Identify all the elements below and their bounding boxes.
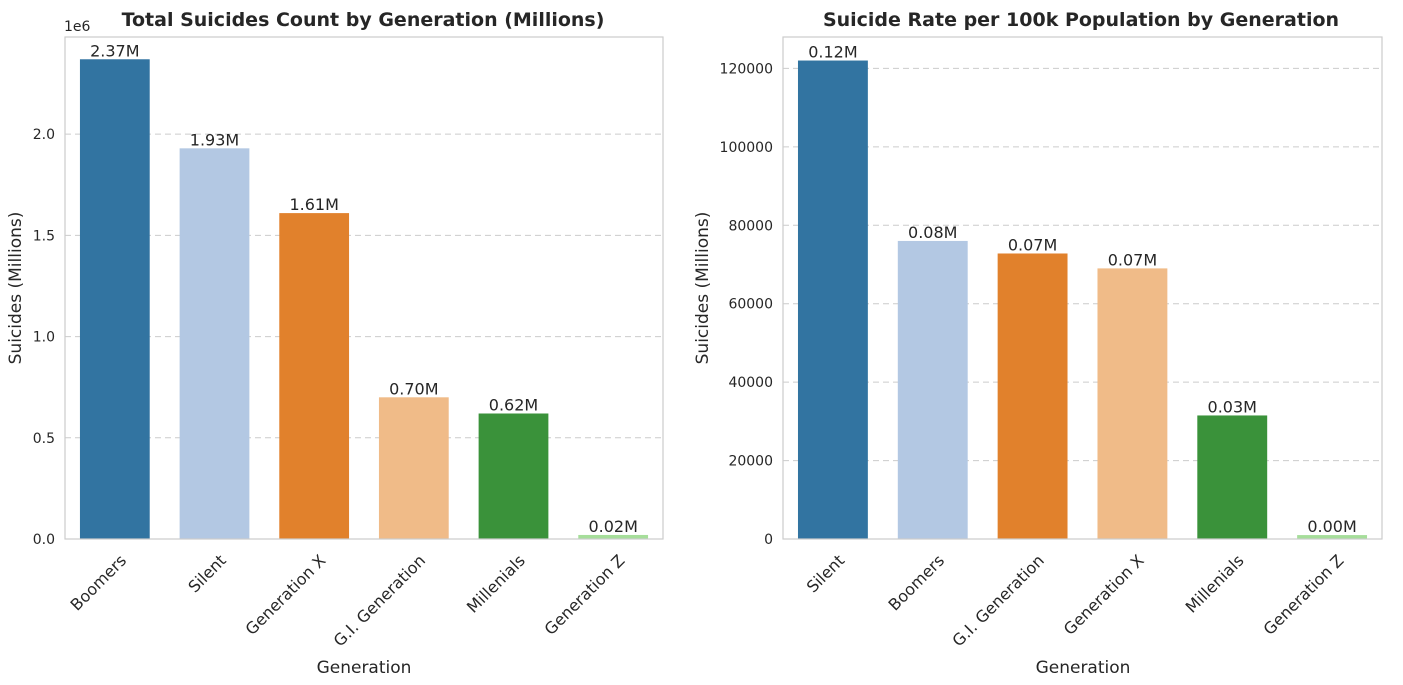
y-tick-label: 2.0	[33, 127, 55, 143]
x-tick-label: G.I. Generation	[948, 551, 1047, 650]
chart-suicide-rate: Suicide Rate per 100k Population by Gene…	[693, 9, 1383, 678]
bar-silent	[797, 60, 868, 539]
bar-boomers	[79, 59, 150, 540]
bar-generation-z	[1297, 535, 1368, 539]
data-label: 0.07M	[1008, 235, 1057, 254]
y-tick-label: 60000	[728, 297, 773, 313]
y-tick-label: 100000	[720, 140, 773, 156]
bar-generation-z	[578, 534, 649, 539]
grid-lines	[65, 133, 663, 439]
y-tick-label: 40000	[728, 375, 773, 391]
data-label: 0.70M	[389, 379, 438, 398]
y-axis-label: Suicides (Millions)	[6, 212, 26, 365]
plot-frame	[782, 36, 1383, 540]
bar-millenials	[1197, 415, 1268, 539]
y-tick-label: 1.0	[33, 330, 55, 346]
grid-lines	[783, 67, 1382, 462]
bar-silent	[179, 148, 250, 540]
data-label: 0.00M	[1307, 517, 1356, 536]
y-tick-label: 1.5	[33, 228, 55, 244]
data-label: 1.93M	[190, 130, 239, 149]
x-ticks: Silent Boomers G.I. Generation Generation X…	[803, 551, 1348, 650]
plot-frame	[64, 36, 664, 540]
data-label: 0.02M	[588, 517, 637, 536]
bar-generation-x	[279, 213, 350, 539]
x-tick-label: Generation X	[242, 551, 330, 639]
bar-boomers	[897, 240, 968, 539]
chart-title: Total Suicides Count by Generation (Mill…	[122, 9, 605, 31]
x-tick-label: Generation X	[1060, 551, 1148, 639]
bars	[79, 59, 649, 540]
y-ticks: 0.0 0.5 1.0 1.5 2.0	[33, 127, 55, 548]
x-tick-label: Millenials	[463, 551, 529, 617]
data-label: 0.62M	[489, 396, 538, 415]
bars	[797, 60, 1368, 540]
x-axis-label: Generation	[317, 658, 412, 678]
x-tick-label: Boomers	[884, 551, 948, 615]
y-tick-label: 120000	[720, 61, 773, 77]
bar-millenials	[478, 413, 549, 539]
y-tick-label: 0	[764, 532, 773, 548]
y-tick-label: 20000	[728, 454, 773, 470]
chart-title: Suicide Rate per 100k Population by Gene…	[823, 9, 1339, 31]
x-tick-label: Millenials	[1182, 551, 1248, 617]
x-axis-label: Generation	[1036, 658, 1131, 678]
data-label: 0.08M	[908, 223, 957, 242]
y-ticks: 0 20000 40000 60000 80000 100000 120000	[720, 61, 773, 548]
x-tick-label: Boomers	[67, 551, 131, 615]
y-tick-label: 0.0	[33, 532, 55, 548]
y-axis-label: Suicides (Millions)	[693, 212, 713, 365]
chart-total-suicides: Total Suicides Count by Generation (Mill…	[6, 9, 664, 678]
data-label: 0.03M	[1208, 397, 1257, 416]
x-tick-label: Generation Z	[1259, 551, 1347, 639]
data-label: 1.61M	[289, 195, 338, 214]
x-tick-label: G.I. Generation	[330, 551, 429, 650]
bar-generation-x	[1097, 268, 1168, 539]
x-tick-label: Silent	[184, 551, 229, 596]
x-tick-label: Silent	[803, 551, 848, 596]
data-label: 0.12M	[808, 43, 857, 62]
y-offset-label: 1e6	[64, 19, 91, 35]
data-labels: 0.12M 0.08M 0.07M 0.07M 0.03M 0.00M	[808, 43, 1357, 537]
y-tick-label: 80000	[728, 218, 773, 234]
bar-g-i-generation	[997, 253, 1068, 540]
data-label: 2.37M	[90, 41, 139, 60]
x-ticks: Boomers Silent Generation X G.I. Generation…	[67, 551, 629, 650]
data-labels: 2.37M 1.93M 1.61M 0.70M 0.62M 0.02M	[90, 41, 638, 536]
bar-g-i-generation	[378, 397, 449, 539]
y-tick-label: 0.5	[33, 431, 55, 447]
x-tick-label: Generation Z	[541, 551, 629, 639]
data-label: 0.07M	[1108, 250, 1157, 269]
